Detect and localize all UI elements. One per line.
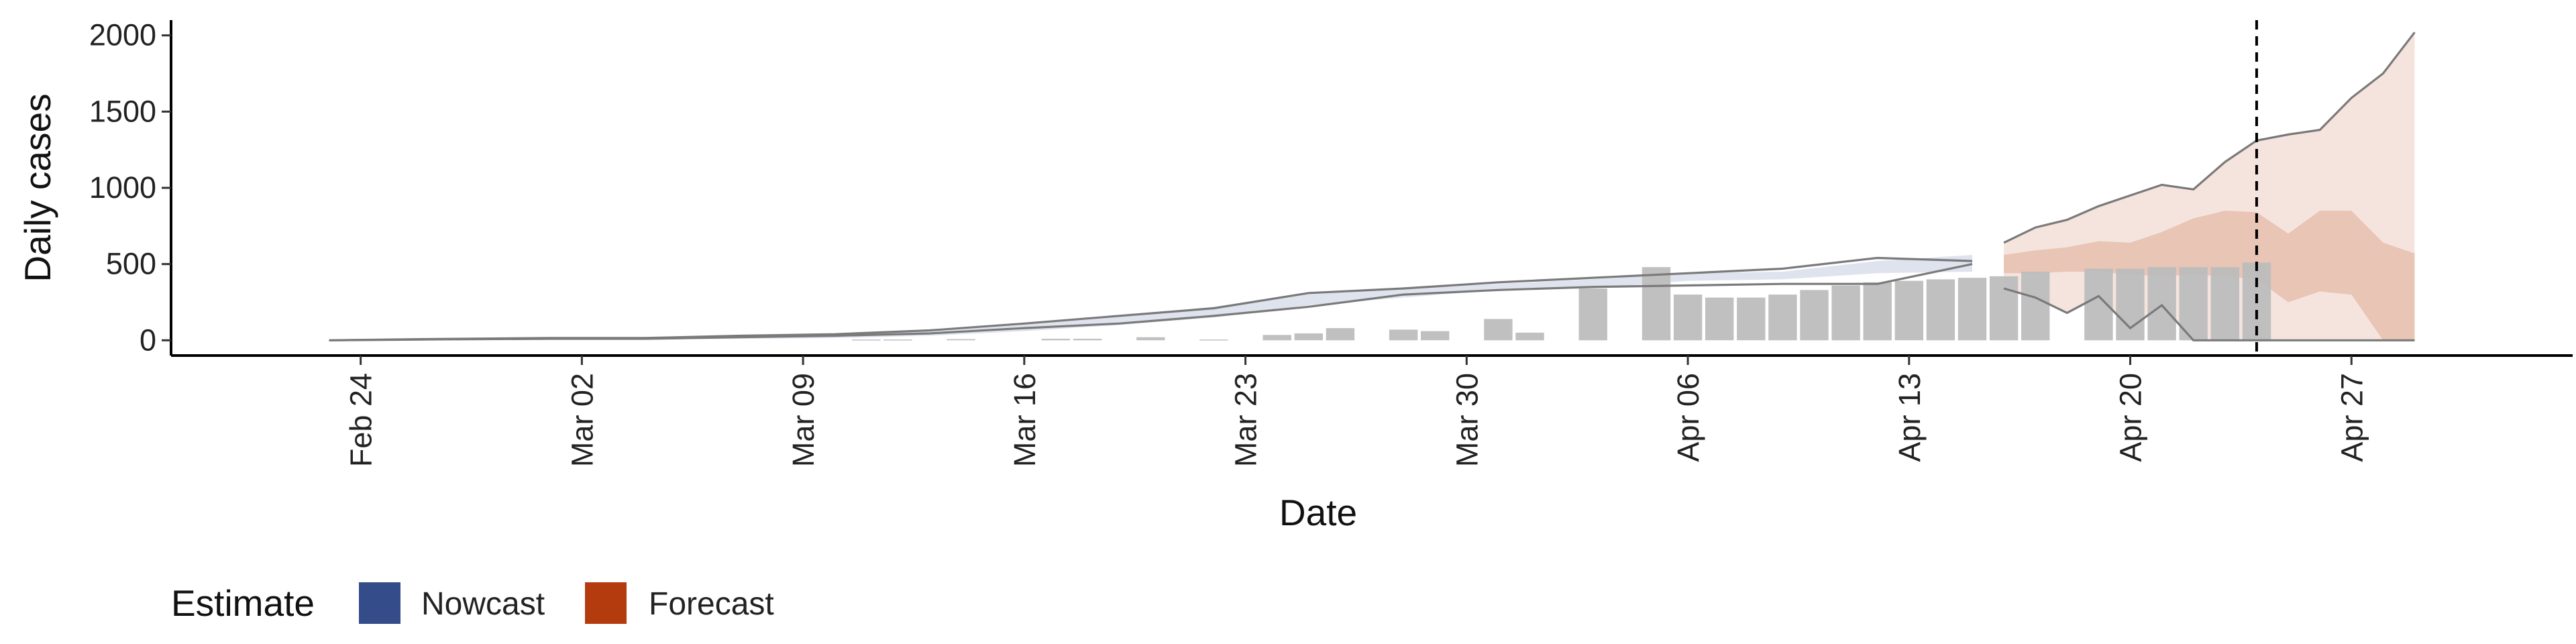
bar-2020-04-12: [1863, 282, 1892, 341]
bar-2020-03-31: [1484, 319, 1513, 341]
x-tick-label-2020-04-20: Apr 20: [2114, 373, 2148, 462]
bar-2020-03-25: [1294, 333, 1323, 341]
bar-2020-03-20: [1136, 337, 1165, 341]
bar-2020-04-21: [2147, 267, 2176, 341]
bar-2020-04-07: [1705, 297, 1734, 341]
legend-label-forecast: Forecast: [649, 586, 774, 622]
bar-2020-03-18: [1073, 339, 1102, 341]
forecast-inner-band: [2004, 211, 2415, 341]
x-tick-label-2020-03-02: Mar 02: [565, 373, 599, 467]
bar-2020-04-10: [1800, 290, 1829, 341]
bar-layer: [852, 262, 2271, 341]
bar-2020-04-14: [1926, 279, 1955, 341]
line-layer: [329, 32, 2416, 341]
bar-2020-04-23: [2210, 267, 2239, 341]
x-axis-title: Date: [1279, 492, 1357, 533]
y-tick-label-2000: 2000: [89, 18, 156, 52]
x-tick-label-2020-04-06: Apr 06: [1671, 373, 1705, 462]
bar-2020-04-15: [1957, 278, 1987, 341]
bar-2020-03-14: [947, 339, 975, 341]
bar-2020-04-20: [2116, 268, 2145, 341]
bar-2020-03-26: [1326, 328, 1355, 341]
y-tick-label-1500: 1500: [89, 94, 156, 128]
forecast-lower-line: [2003, 287, 2415, 341]
nowcast-lower-line: [329, 263, 1973, 341]
y-tick-label-1000: 1000: [89, 170, 156, 205]
bar-2020-04-03: [1578, 288, 1607, 341]
bar-2020-03-22: [1199, 339, 1228, 341]
x-tick-label-2020-02-24: Feb 24: [344, 373, 378, 467]
legend-key-forecast: [585, 582, 627, 624]
legend-key-nowcast: [359, 582, 400, 624]
bar-2020-03-24: [1263, 335, 1291, 341]
y-axis-title: Daily cases: [17, 93, 58, 282]
bar-2020-04-08: [1737, 297, 1766, 341]
bar-2020-04-13: [1894, 280, 1923, 341]
bar-2020-04-06: [1673, 294, 1703, 341]
x-tick-label-2020-03-09: Mar 09: [786, 373, 820, 467]
y-tick-label-0: 0: [140, 323, 156, 357]
legend-title: Estimate: [171, 582, 315, 624]
x-tick-label-2020-04-13: Apr 13: [1892, 373, 1927, 462]
x-tick-label-2020-03-23: Mar 23: [1229, 373, 1263, 467]
bar-2020-04-22: [2179, 267, 2208, 341]
bar-2020-04-09: [1768, 294, 1797, 341]
legend-label-nowcast: Nowcast: [421, 586, 545, 622]
bar-2020-03-28: [1389, 329, 1418, 341]
bar-2020-04-17: [2021, 272, 2050, 341]
bar-2020-04-01: [1515, 332, 1544, 341]
bar-2020-03-12: [883, 339, 912, 341]
x-tick-label-2020-04-27: Apr 27: [2334, 373, 2369, 462]
x-tick-label-2020-03-16: Mar 16: [1008, 373, 1042, 467]
band-layer: [329, 32, 2415, 341]
bar-2020-04-05: [1642, 267, 1671, 341]
bar-2020-03-29: [1421, 331, 1450, 341]
y-tick-label-500: 500: [106, 247, 156, 281]
forecast-upper-line: [2003, 32, 2416, 244]
ticks-layer: 0 500 1000 1500 2000 Feb 24 Mar 02 Mar 09 Mar 16…: [89, 18, 2369, 467]
legend: Estimate Nowcast Forecast: [171, 582, 774, 624]
bar-2020-04-16: [1989, 276, 2019, 341]
bar-2020-04-19: [2084, 268, 2113, 341]
x-tick-label-2020-03-30: Mar 30: [1450, 373, 1484, 467]
bar-2020-03-17: [1041, 339, 1071, 341]
bar-2020-04-11: [1831, 285, 1860, 341]
bar-2020-03-11: [852, 339, 881, 341]
